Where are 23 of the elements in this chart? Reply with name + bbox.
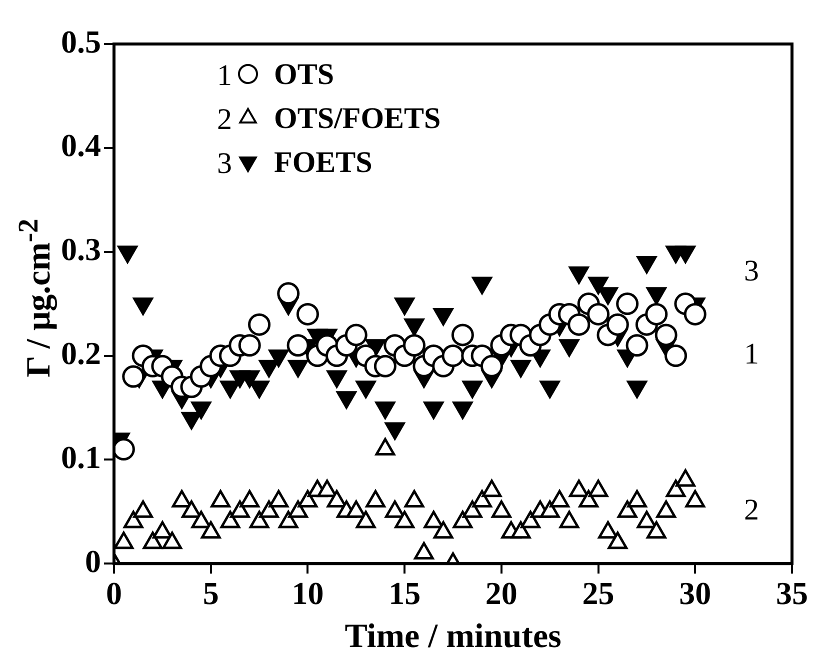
y-tick-label: 0 bbox=[85, 542, 101, 579]
x-tick-label: 5 bbox=[202, 575, 219, 612]
y-tick-label: 0.1 bbox=[61, 438, 101, 475]
x-tick-label: 10 bbox=[292, 575, 324, 612]
annotation: 3 bbox=[217, 146, 232, 180]
annotation: 2 bbox=[217, 102, 232, 136]
y-tick-label: 0.2 bbox=[61, 335, 101, 372]
x-tick-label: 35 bbox=[776, 575, 808, 612]
x-tick-label: 30 bbox=[679, 575, 712, 612]
legend-label: FOETS bbox=[274, 146, 372, 179]
x-tick-label: 20 bbox=[485, 575, 518, 612]
x-tick-label: 25 bbox=[582, 575, 614, 612]
y-tick-label: 0.3 bbox=[61, 231, 101, 268]
annotation: 2 bbox=[744, 494, 759, 527]
x-axis-title: Time / minutes bbox=[344, 618, 562, 655]
x-tick-label: 15 bbox=[388, 575, 421, 612]
y-tick-label: 0.4 bbox=[61, 127, 101, 164]
legend-label: OTS bbox=[274, 58, 334, 91]
annotation: 1 bbox=[744, 338, 759, 371]
y-tick-label: 0.5 bbox=[61, 23, 101, 60]
annotation: 1 bbox=[217, 58, 232, 92]
legend-label: OTS/FOETS bbox=[274, 102, 441, 135]
annotation: 3 bbox=[744, 254, 759, 288]
